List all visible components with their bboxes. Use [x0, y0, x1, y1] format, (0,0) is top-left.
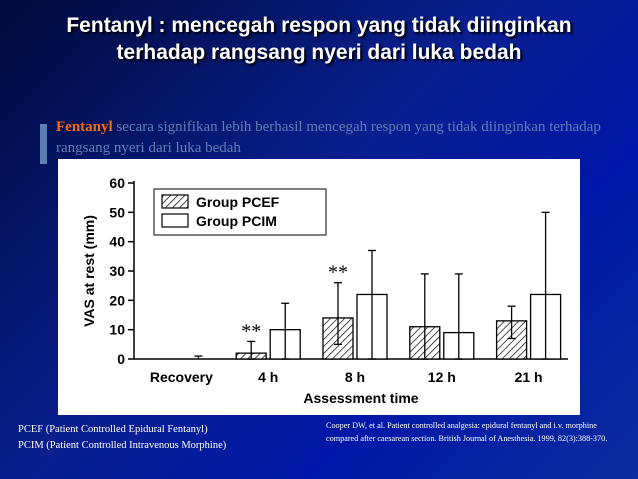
legend-swatch — [161, 194, 189, 209]
statement-emphasis: Fentanyl — [56, 119, 113, 135]
bullet-marker — [40, 124, 47, 164]
y-tick-label: 50 — [109, 204, 125, 220]
slide-title-line-2: terhadap rangsang nyeri dari luka bedah — [116, 41, 522, 64]
abbreviation-pcim: PCIM (Patient Controlled Intravenous Mor… — [18, 440, 227, 451]
x-tick-label: 21 h — [515, 369, 543, 385]
bar-chart-panel: 0 10 20 30 40 50 60 VAS at rest (mm) Recovery 4 h… — [58, 159, 580, 415]
significance-annotation: ** — [328, 262, 348, 284]
abbreviation-pcef: PCEF (Patient Controlled Epidural Fentan… — [18, 424, 208, 435]
slide-statement: Fentanyl secara signifikan lebih berhasi… — [56, 117, 616, 159]
x-tick-label: 4 h — [258, 369, 278, 385]
significance-annotation: ** — [241, 320, 261, 342]
y-tick-label: 10 — [109, 322, 125, 338]
x-tick-label: Recovery — [150, 369, 213, 385]
x-axis-label: Assessment time — [303, 390, 418, 406]
legend-label: Group PCEF — [196, 194, 280, 210]
bar-chart: 0 10 20 30 40 50 60 VAS at rest (mm) Recovery 4 h… — [81, 175, 568, 406]
slide-title-line-1: Fentanyl : mencegah respon yang tidak di… — [66, 14, 572, 37]
y-tick-label: 60 — [109, 175, 125, 191]
slide-title: Fentanyl : mencegah respon yang tidak di… — [0, 12, 638, 66]
y-tick-label: 0 — [117, 351, 125, 367]
y-axis-label: VAS at rest (mm) — [81, 215, 97, 327]
y-tick-label: 20 — [109, 292, 125, 308]
citation: Cooper DW, et al. Patient controlled ana… — [326, 421, 608, 443]
y-tick-label: 30 — [109, 263, 125, 279]
abbreviation-notes: PCEF (Patient Controlled Epidural Fentan… — [18, 422, 226, 454]
legend-swatch — [161, 213, 189, 228]
y-tick-label: 40 — [109, 234, 125, 250]
x-tick-label: 8 h — [345, 369, 365, 385]
statement-text: secara signifikan lebih berhasil mencega… — [56, 119, 601, 156]
legend-label: Group PCIM — [196, 213, 277, 229]
x-tick-label: 12 h — [428, 369, 456, 385]
